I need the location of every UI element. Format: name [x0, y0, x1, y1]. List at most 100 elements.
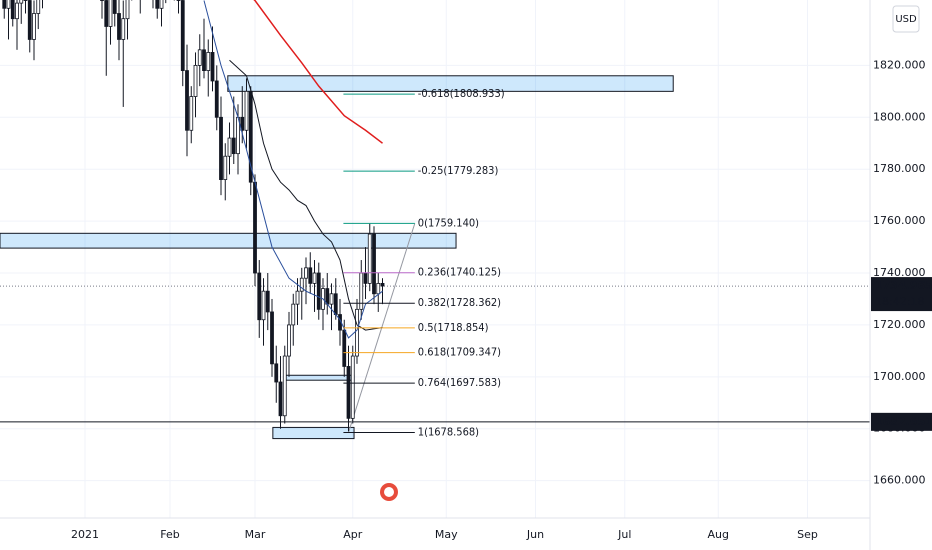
logo [380, 483, 398, 501]
x-tick-label: Jul [617, 528, 631, 541]
candle-body [112, 0, 117, 14]
candle-body [180, 0, 185, 71]
candle-body [240, 116, 245, 131]
fib-label: -0.618(1808.933) [418, 87, 505, 100]
fib-label: 0.382(1728.362) [418, 296, 501, 309]
candle-body [278, 381, 283, 417]
candle-body [155, 0, 160, 9]
candle-body [193, 64, 198, 97]
logo-icon [384, 487, 394, 497]
candle-body [312, 272, 317, 284]
zone [227, 75, 674, 92]
candle-body [214, 80, 219, 118]
candle-body [6, 0, 11, 9]
y-tick-label: 1720.000 [873, 318, 926, 331]
candle-body [359, 272, 364, 310]
candle-body [231, 137, 236, 155]
fib-label: 0.5(1718.854) [418, 321, 489, 334]
x-tick-label: 2021 [71, 528, 99, 541]
candle-body [304, 267, 308, 279]
candle-body [355, 308, 359, 357]
candle-body [227, 137, 232, 157]
candle-body [32, 13, 36, 40]
candle-body [223, 155, 228, 180]
candle-body [10, 0, 15, 20]
last-price-label: 1734.965 [875, 279, 932, 292]
x-tick-label: Jun [526, 528, 544, 541]
candle-body [15, 2, 19, 20]
indicator-line [253, 0, 383, 144]
candle-body [261, 290, 266, 321]
candle-body [342, 329, 347, 367]
candle-body [219, 116, 223, 180]
candle-body [27, 0, 32, 40]
y-tick-label: 1780.000 [873, 162, 926, 175]
candle-body [2, 0, 7, 9]
candle-body [299, 277, 304, 292]
currency[interactable]: USD [895, 14, 917, 25]
fib-label: 0.764(1697.583) [418, 376, 501, 389]
currency-box[interactable] [892, 5, 920, 33]
candle-body [372, 233, 376, 295]
candle-body [108, 0, 113, 27]
candle-body [19, 0, 24, 4]
y-tick-label: 1760.000 [873, 214, 926, 227]
candle-body [265, 290, 270, 313]
candle-body [346, 366, 351, 419]
candle-body [244, 90, 249, 131]
x-tick-label: Mar [245, 528, 266, 541]
candle-body [295, 290, 300, 305]
zone [272, 426, 355, 440]
candle-body [176, 0, 181, 1]
candle-body [287, 324, 291, 357]
candle-body [274, 363, 279, 383]
candle-body [23, 0, 28, 1]
candle-body [350, 355, 355, 419]
candle-body [270, 311, 274, 365]
plot-area: -0.618(1808.933) -0.25(1779.283) 0(1759.14… [0, 0, 870, 440]
candle-body [117, 13, 121, 40]
fib-label: 1(1678.568) [418, 425, 479, 438]
last-price-label-box [871, 277, 932, 312]
countdown: 18:42:18 [875, 295, 924, 308]
candle-body [121, 18, 126, 40]
y-tick-label: 1660.000 [873, 474, 926, 487]
zone [0, 232, 457, 249]
y-tick-label: 1700.000 [873, 370, 926, 383]
candle-body [253, 181, 257, 274]
candle-body [125, 0, 130, 20]
candle-body [206, 52, 211, 71]
candle-body [333, 293, 338, 315]
x-tick-label: Sep [797, 528, 818, 541]
y-tick-label: 1820.000 [873, 58, 926, 71]
candle-body [189, 96, 194, 131]
price-line-label-box [871, 412, 932, 431]
indicator-line [229, 59, 383, 331]
x-tick-label: May [435, 528, 458, 541]
grid [0, 0, 870, 518]
fib-label: -0.25(1779.283) [418, 164, 499, 177]
y-tick-label: 1740.000 [873, 266, 926, 279]
candle-body [257, 272, 262, 321]
x-tick-label: Feb [160, 528, 179, 541]
candle-body [100, 0, 104, 1]
candle-body [159, 0, 164, 9]
price-line-label: 1682.651 [875, 415, 932, 428]
candle-body [197, 49, 202, 66]
candle-body [185, 70, 189, 131]
candle-body [325, 288, 330, 305]
candle-body [316, 272, 321, 310]
candle-body [363, 272, 368, 284]
fib-label: 0.236(1740.125) [418, 266, 501, 279]
candle-body [367, 233, 372, 284]
candle-body [376, 282, 381, 295]
y-tick-label: 1800.000 [873, 110, 926, 123]
fib-label: 0(1759.140) [418, 216, 479, 229]
candle-body [210, 52, 215, 82]
candle-body [104, 0, 109, 27]
candle-body [291, 303, 296, 326]
indicator-line [203, 0, 383, 339]
x-tick-label: Apr [343, 528, 363, 541]
candle-body [329, 293, 334, 305]
